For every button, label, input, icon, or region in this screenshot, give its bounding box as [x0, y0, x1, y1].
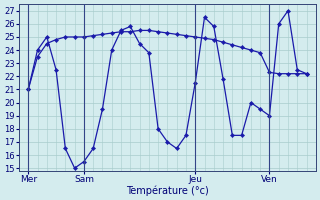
- X-axis label: Température (°c): Température (°c): [126, 185, 209, 196]
